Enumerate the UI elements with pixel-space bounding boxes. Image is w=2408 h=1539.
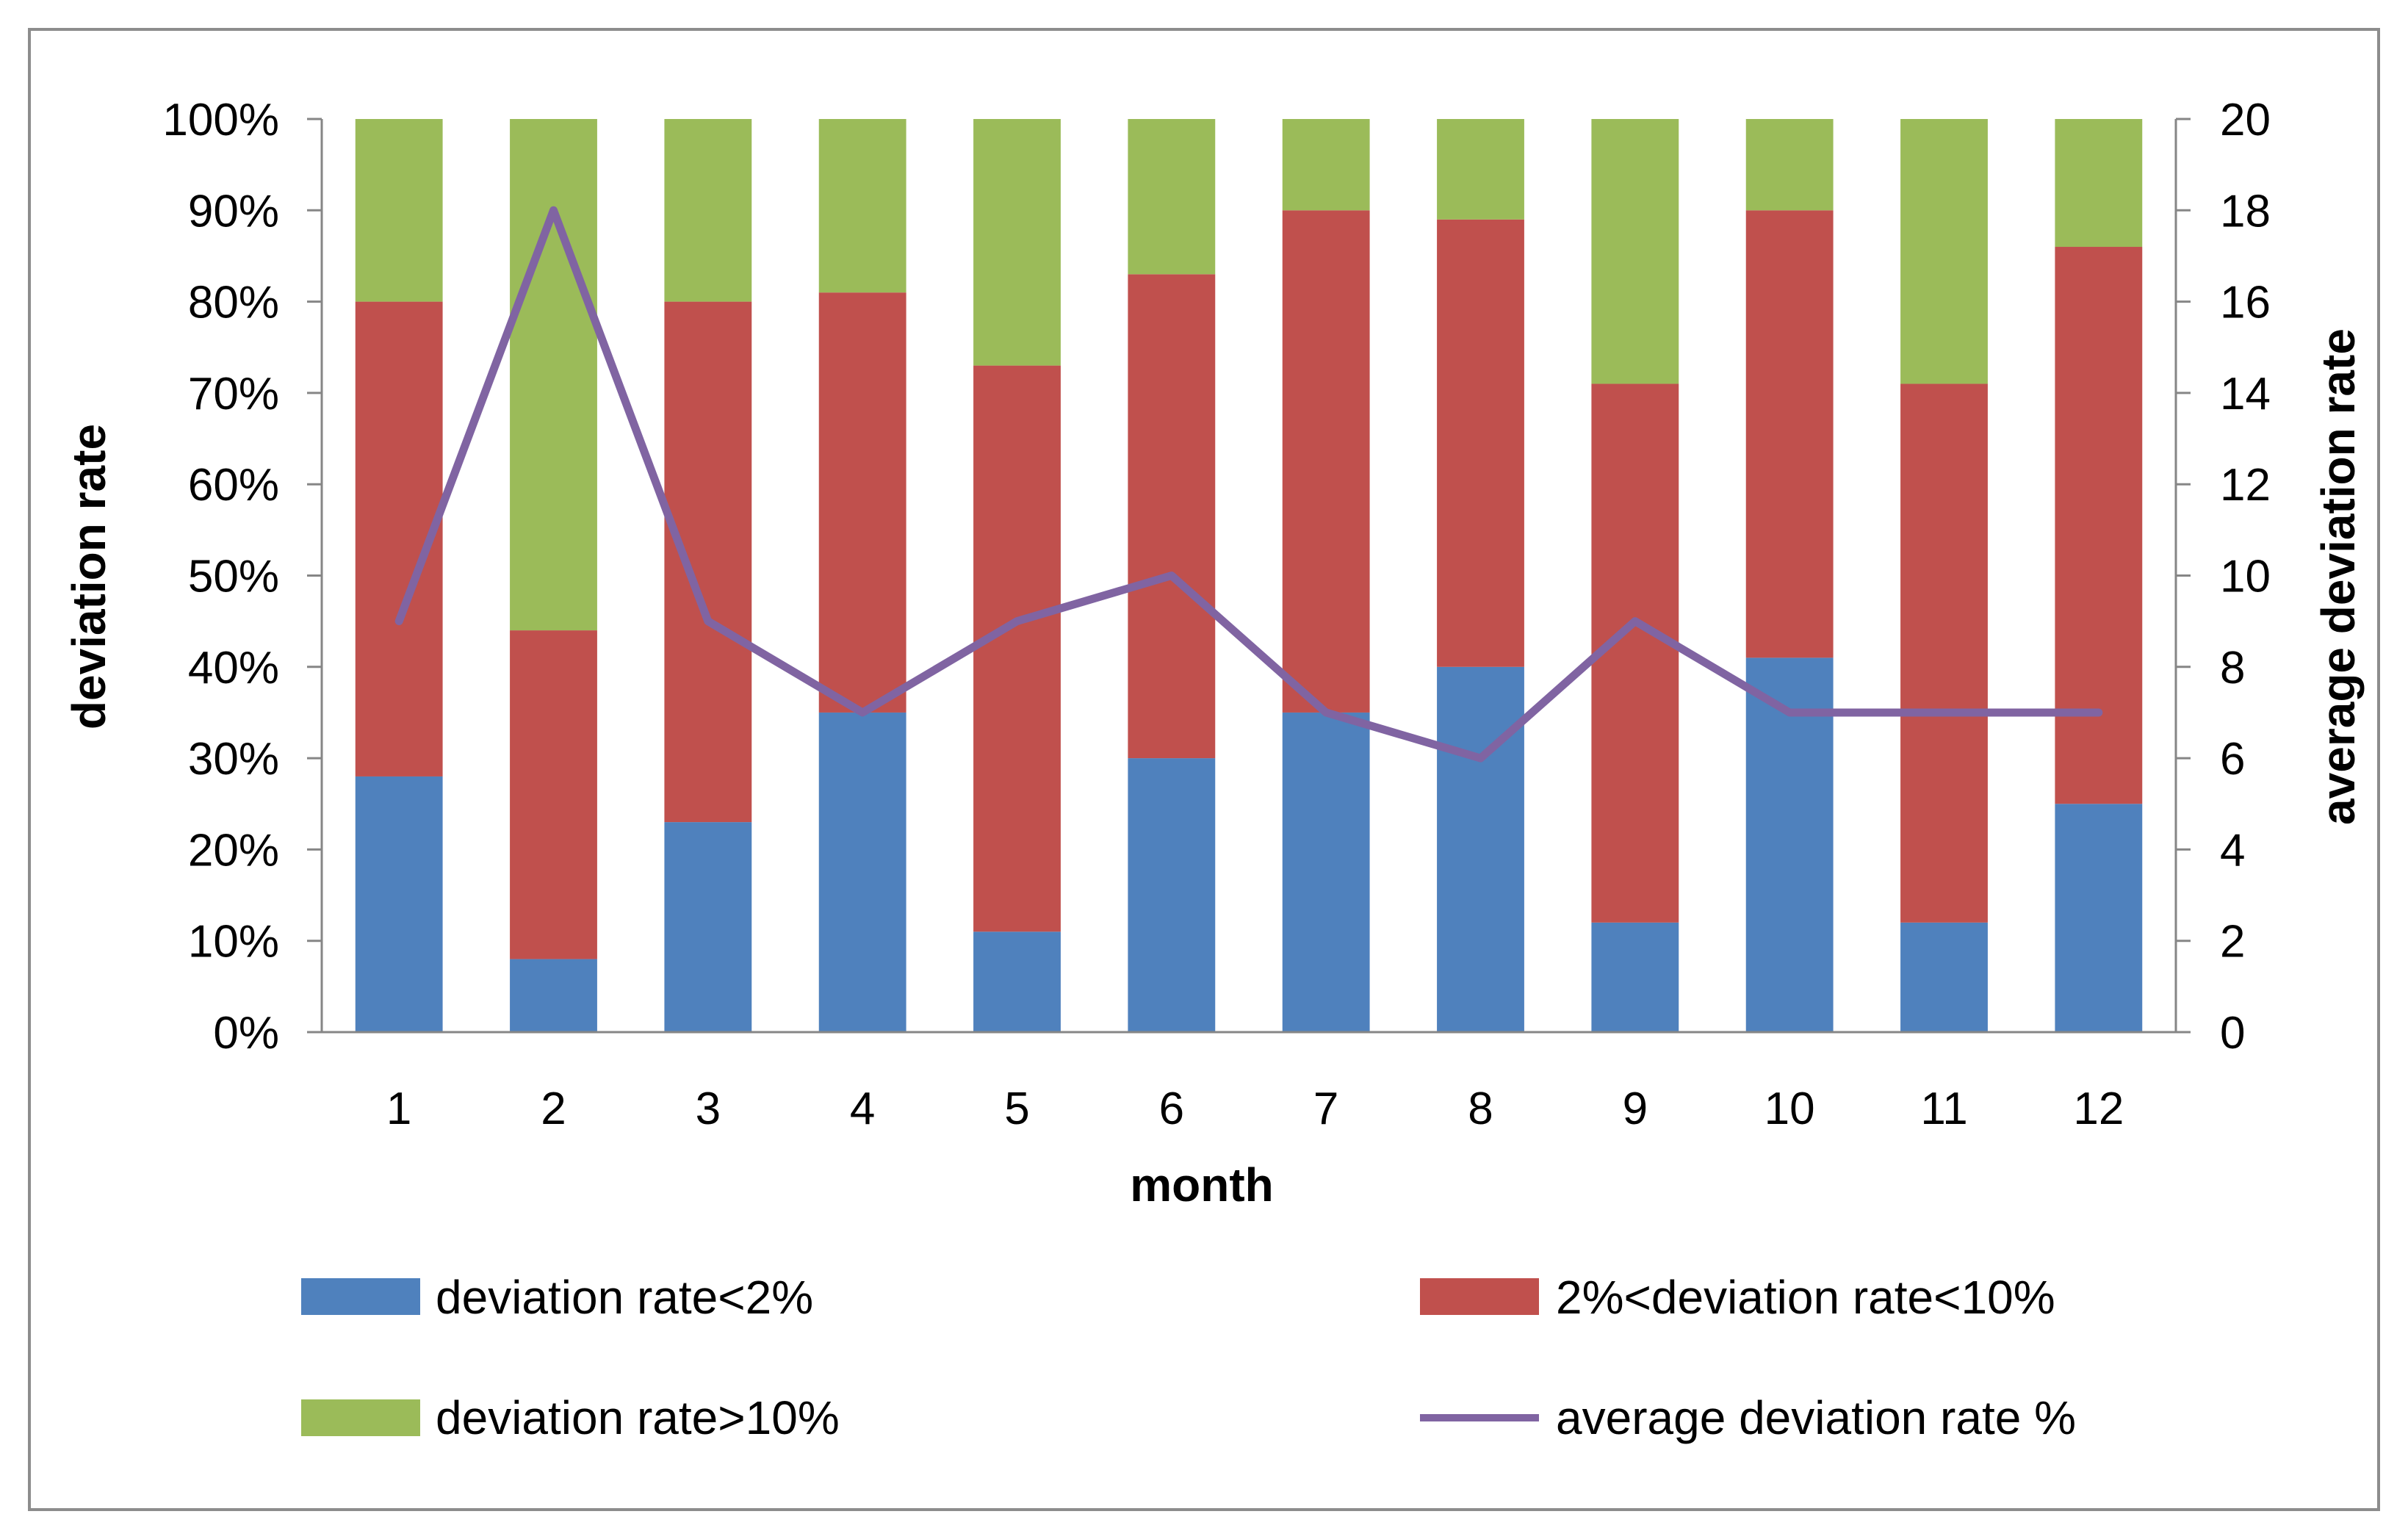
y2-tick-label: 4 [2220,825,2245,876]
bar-month-3-series-2 [664,119,752,302]
bar-month-10-series-0 [1745,657,1834,1032]
x-axis-title: month [1130,1158,1274,1211]
legend: deviation rate<2% 2%<deviation rate<10% … [301,1271,2076,1444]
bar-month-11-series-1 [1900,383,1988,923]
legend-label-below-2: deviation rate<2% [436,1271,813,1324]
y-tick-label: 80% [188,278,279,328]
bar-month-1-series-2 [355,119,443,302]
y2-tick-label: 10 [2220,552,2271,602]
y-tick-label: 50% [188,552,279,602]
x-tick-label: 4 [850,1084,875,1134]
bar-month-1-series-0 [355,776,443,1032]
bar-month-5-series-0 [973,931,1061,1032]
x-tick-label: 8 [1468,1084,1493,1134]
bar-month-2-series-0 [510,959,597,1032]
bar-month-12-series-2 [2055,119,2143,248]
bar-month-3-series-0 [664,822,752,1032]
legend-label-average: average deviation rate % [1556,1391,2076,1444]
y-tick-label: 30% [188,734,279,785]
y2-tick-label: 14 [2220,369,2271,419]
legend-swatch-2-to-10 [1420,1278,1539,1315]
average-deviation-point-10 [1789,711,1791,713]
y-axis-title: deviation rate [62,424,115,729]
bar-month-7-series-0 [1282,712,1370,1032]
x-tick-label: 2 [541,1084,566,1134]
y2-axis-title: average deviation rate [2312,328,2365,825]
x-tick-label: 12 [2073,1084,2124,1134]
bar-month-7-series-1 [1282,210,1370,713]
y2-tick-label: 20 [2220,95,2271,145]
bar-month-6-series-2 [1128,119,1216,275]
bar-layer [355,119,2143,1032]
x-tick-label: 11 [1920,1084,1967,1134]
y2-tick-label: 18 [2220,186,2271,237]
bar-month-5-series-1 [973,365,1061,932]
y2-tick-label: 6 [2220,734,2245,785]
average-deviation-point-1 [398,620,400,622]
bar-month-6-series-0 [1128,758,1216,1032]
x-tick-label: 9 [1623,1084,1648,1134]
bar-month-10-series-1 [1745,210,1834,658]
average-deviation-point-2 [552,209,555,212]
bar-month-11-series-2 [1900,119,1988,384]
y2-tick-label: 16 [2220,278,2271,328]
legend-label-2-to-10: 2%<deviation rate<10% [1556,1271,2055,1324]
bar-month-5-series-2 [973,119,1061,366]
legend-swatch-above-10 [301,1399,420,1436]
line-layer [394,206,2103,763]
average-deviation-point-5 [1016,620,1018,622]
bar-month-11-series-0 [1900,922,1988,1032]
bar-month-12-series-1 [2055,247,2143,804]
bar-month-8-series-2 [1437,119,1524,220]
bar-month-3-series-1 [664,301,752,823]
y2-tick-label: 0 [2220,1008,2245,1059]
y-tick-label: 40% [188,643,279,693]
average-deviation-point-6 [1170,574,1172,577]
x-tick-label: 3 [696,1084,721,1134]
bar-month-9-series-1 [1591,383,1679,923]
x-tick-label: 6 [1159,1084,1184,1134]
x-tick-label: 10 [1764,1084,1815,1134]
tick-layer: 0% 10% 20% 30% 40% 50% 60% 70% 80% 90% 100% 0 2 4 6 8 10… [162,95,2271,1134]
bar-month-4-series-0 [818,712,906,1032]
bar-month-10-series-2 [1745,119,1834,211]
bar-month-8-series-1 [1437,219,1524,667]
bar-month-6-series-1 [1128,274,1216,759]
average-deviation-line [394,206,2103,763]
average-deviation-point-3 [707,620,709,622]
y2-tick-label: 8 [2220,643,2245,693]
bar-month-7-series-2 [1282,119,1370,211]
bar-month-4-series-2 [818,119,906,293]
y2-tick-label: 2 [2220,917,2245,967]
average-deviation-point-4 [862,711,864,713]
bar-month-9-series-2 [1591,119,1679,384]
bar-month-2-series-2 [510,119,597,631]
x-tick-label: 1 [386,1084,411,1134]
y-tick-label: 10% [188,917,279,967]
y-tick-label: 100% [162,95,279,145]
average-deviation-point-11 [1943,711,1945,713]
x-tick-label: 7 [1313,1084,1338,1134]
y-tick-label: 0% [213,1008,279,1059]
bar-month-4-series-1 [818,292,906,713]
y-tick-label: 70% [188,369,279,419]
average-deviation-point-7 [1325,711,1327,713]
y2-tick-label: 12 [2220,460,2271,511]
bar-month-12-series-0 [2055,804,2143,1032]
y-tick-label: 90% [188,186,279,237]
legend-swatch-below-2 [301,1278,420,1315]
legend-label-above-10: deviation rate>10% [436,1391,840,1444]
average-deviation-point-9 [1634,620,1636,622]
bar-month-9-series-0 [1591,922,1679,1032]
bar-month-8-series-0 [1437,666,1524,1032]
y-tick-label: 20% [188,825,279,876]
x-tick-label: 5 [1004,1084,1029,1134]
bar-month-2-series-1 [510,630,597,959]
y-tick-label: 60% [188,460,279,511]
average-deviation-point-8 [1479,757,1482,760]
average-deviation-point-12 [2097,711,2099,713]
